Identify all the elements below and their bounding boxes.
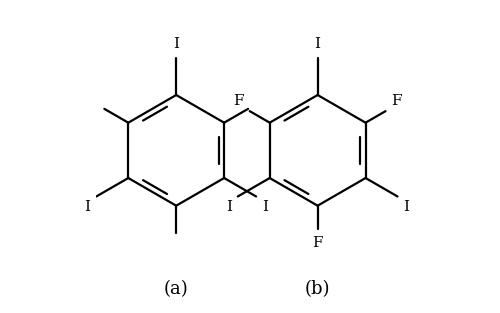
Text: F: F [312,235,323,249]
Text: I: I [226,200,232,214]
Text: (b): (b) [305,280,330,298]
Text: I: I [262,200,268,214]
Text: F: F [234,94,244,108]
Text: F: F [392,94,402,108]
Text: (a): (a) [164,280,188,298]
Text: I: I [404,200,409,214]
Text: I: I [84,200,90,214]
Text: I: I [173,37,179,51]
Text: I: I [314,37,320,51]
